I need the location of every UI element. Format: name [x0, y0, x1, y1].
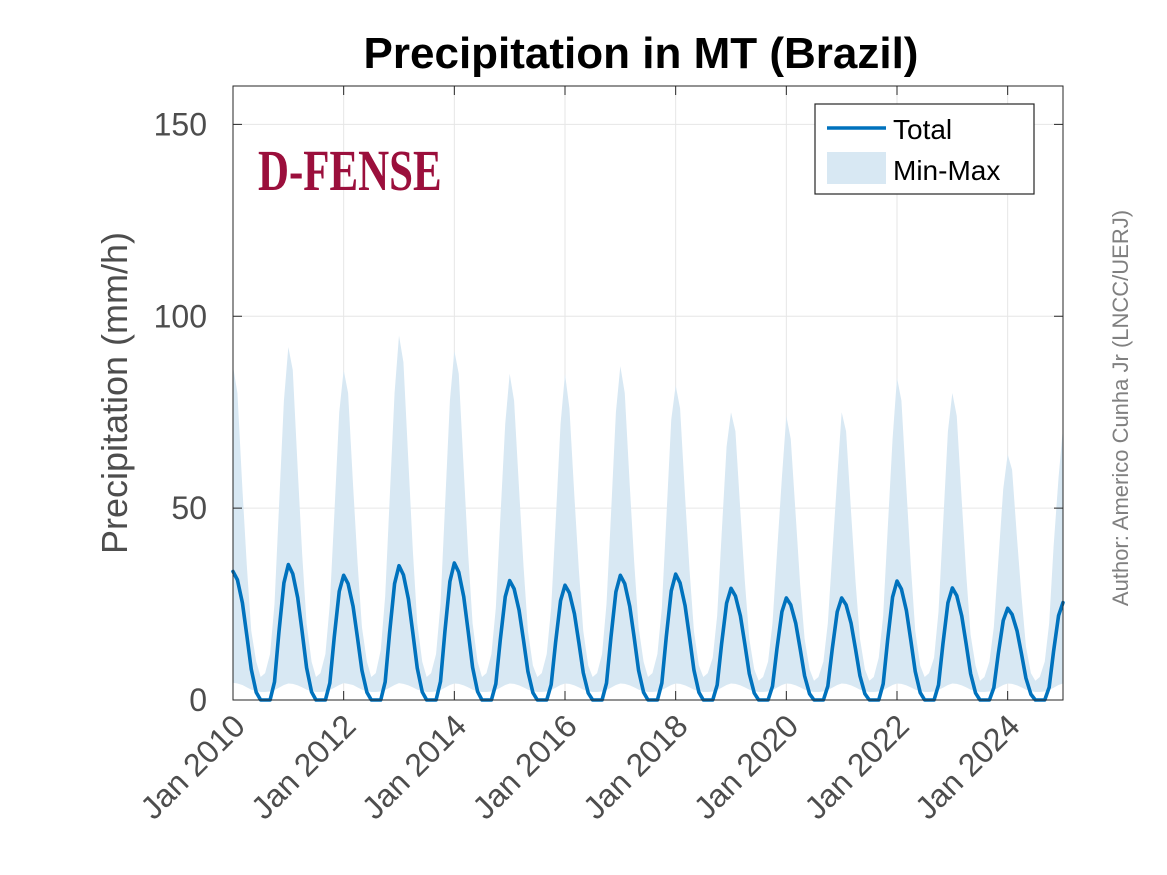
legend: Total Min-Max	[814, 103, 1035, 195]
x-tick-label: Jan 2020	[687, 707, 806, 826]
d-fense-logo: D-FENSE	[258, 140, 442, 204]
author-credit: Author: Americo Cunha Jr (LNCC/UERJ)	[1108, 210, 1133, 606]
y-axis-label: Precipitation (mm/h)	[94, 232, 135, 554]
y-tick-label: 0	[189, 682, 207, 718]
legend-label-total: Total	[893, 114, 952, 145]
y-tick-label: 50	[171, 490, 207, 526]
x-tick-label: Jan 2016	[465, 707, 584, 826]
y-tick-label: 150	[154, 106, 207, 142]
axes-box	[232, 85, 1064, 701]
x-tick-label: Jan 2022	[797, 707, 916, 826]
x-tick-label: Jan 2012	[244, 707, 363, 826]
min-max-area	[233, 335, 1063, 692]
x-tick-label: Jan 2014	[355, 707, 474, 826]
x-tick-label: Jan 2018	[576, 707, 695, 826]
legend-label-minmax: Min-Max	[893, 155, 1000, 186]
min-max-band	[233, 335, 1063, 692]
x-tick-label: Jan 2024	[908, 707, 1027, 826]
legend-box	[814, 103, 1035, 195]
legend-band-swatch	[827, 152, 886, 184]
chart-title: Precipitation in MT (Brazil)	[364, 29, 919, 78]
x-tick-label: Jan 2010	[133, 707, 252, 826]
y-tick-label: 100	[154, 298, 207, 334]
axis-ticks	[232, 86, 1063, 701]
